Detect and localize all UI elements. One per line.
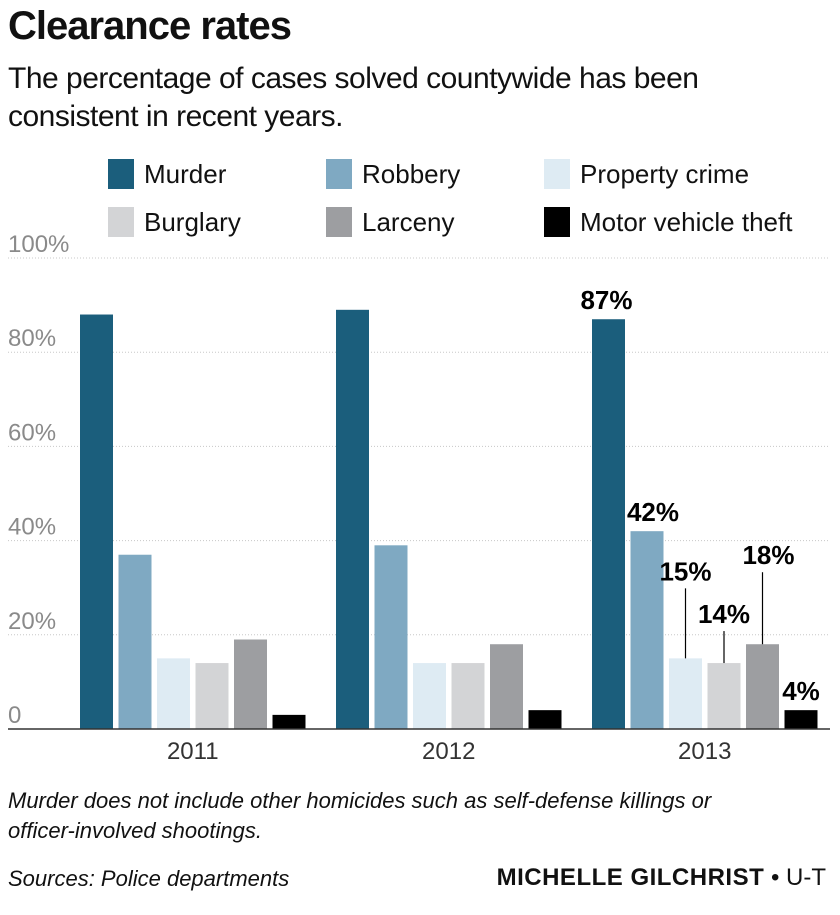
legend-label-murder: Murder	[144, 158, 227, 189]
y-tick-label-20: 20%	[8, 608, 56, 635]
credit-org: U-T	[786, 864, 826, 891]
bar-burglary-2013	[707, 663, 741, 729]
y-tick-label-40: 40%	[8, 514, 56, 541]
credit: MICHELLE GILCHRIST • U-T	[497, 864, 826, 892]
chart-note: Murder does not include other homicides …	[8, 788, 712, 843]
legend-item-murder: Murder	[108, 157, 226, 191]
bar-larceny-2011	[234, 639, 267, 729]
legend-label-larceny: Larceny	[362, 206, 455, 237]
x-tick-label-2012: 2012	[422, 738, 475, 765]
bar-burglary-2012	[451, 663, 485, 729]
legend-label-robbery: Robbery	[362, 158, 461, 189]
bar-motor-vehicle-theft-2011	[272, 714, 306, 729]
x-tick-label-2013: 2013	[678, 738, 731, 765]
y-tick-label-0: 0	[8, 702, 21, 729]
bar-motor-vehicle-theft-2012	[528, 710, 562, 729]
data-label-burglary-2013: 14%	[698, 599, 750, 629]
legend-swatch-murder	[108, 159, 134, 189]
chart-title: Clearance rates	[8, 4, 292, 48]
data-label-motor-vehicle-theft-2013: 4%	[782, 676, 820, 706]
bar-murder-2011	[80, 314, 113, 729]
credit-separator: •	[770, 864, 780, 891]
data-label-murder-2013: 87%	[580, 285, 632, 315]
bar-property-crime-2013	[669, 658, 702, 729]
chart-subtitle: The percentage of cases solved countywid…	[8, 62, 699, 133]
legend-label-property-crime: Property crime	[580, 158, 750, 189]
bar-property-crime-2012	[413, 663, 446, 729]
y-tick-label-60: 60%	[8, 419, 56, 446]
legend-label-burglary: Burglary	[144, 206, 241, 237]
legend-swatch-larceny	[326, 207, 352, 237]
legend-label-motor-vehicle-theft: Motor vehicle theft	[580, 206, 793, 237]
bar-robbery-2012	[374, 545, 408, 729]
y-tick-label-80: 80%	[8, 325, 56, 352]
sources-text: Sources: Police departments	[8, 866, 290, 891]
legend-swatch-robbery	[326, 159, 352, 189]
data-label-larceny-2013: 18%	[742, 540, 794, 570]
bar-larceny-2013	[746, 644, 779, 729]
legend-item-burglary: Burglary	[108, 205, 241, 239]
x-tick-label-2011: 2011	[167, 738, 219, 765]
data-label-robbery-2013: 42%	[627, 497, 679, 527]
bar-larceny-2012	[490, 644, 523, 729]
legend-swatch-burglary	[108, 207, 134, 237]
bar-property-crime-2011	[157, 658, 190, 729]
bar-murder-2012	[336, 309, 369, 729]
bar-burglary-2011	[195, 663, 229, 729]
bar-robbery-2013	[630, 531, 664, 729]
bar-robbery-2011	[118, 554, 152, 729]
legend-item-robbery: Robbery	[326, 157, 460, 191]
legend-item-motor-vehicle-theft: Motor vehicle theft	[544, 205, 792, 239]
legend-swatch-motor-vehicle-theft	[544, 207, 570, 237]
legend-item-property-crime: Property crime	[544, 157, 749, 191]
y-tick-label-100: 100%	[8, 231, 69, 258]
bar-motor-vehicle-theft-2013	[784, 710, 818, 729]
credit-author: MICHELLE GILCHRIST	[496, 864, 765, 891]
data-label-property-crime-2013: 15%	[659, 556, 711, 586]
legend-item-larceny: Larceny	[326, 205, 455, 239]
bar-murder-2013	[592, 319, 625, 729]
legend-swatch-property-crime	[544, 159, 570, 189]
